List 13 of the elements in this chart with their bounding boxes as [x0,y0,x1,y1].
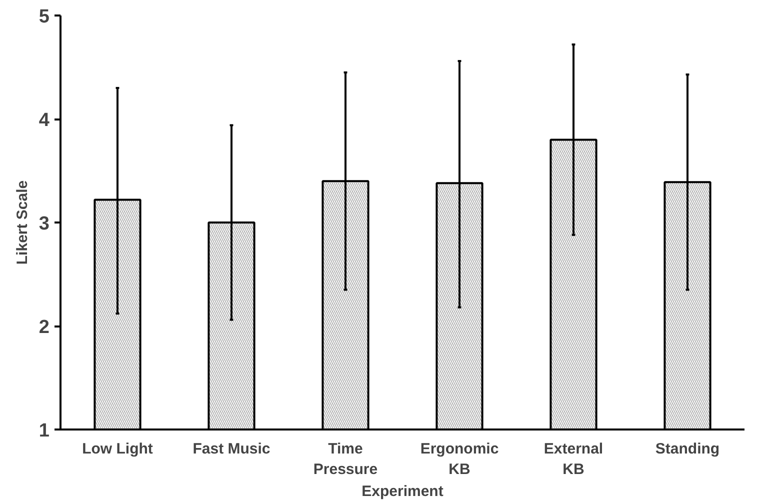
y-tick-label: 2 [38,317,50,338]
y-tick-label: 4 [38,110,50,131]
x-tick-label: Ergonomic KB [420,440,499,478]
x-tick-label: Standing [655,440,720,458]
x-tick-label: Fast Music [192,440,270,458]
x-axis-title: Experiment [362,482,444,500]
x-tick-label: Low Light [82,440,153,458]
y-tick-label: 1 [38,420,50,442]
y-tick-label: 3 [38,214,50,234]
y-axis-title: Likert Scale [14,180,31,265]
x-tick-label: External KB [544,440,604,478]
y-tick-label: 5 [38,6,50,28]
x-tick-label: Time Pressure [313,440,378,478]
